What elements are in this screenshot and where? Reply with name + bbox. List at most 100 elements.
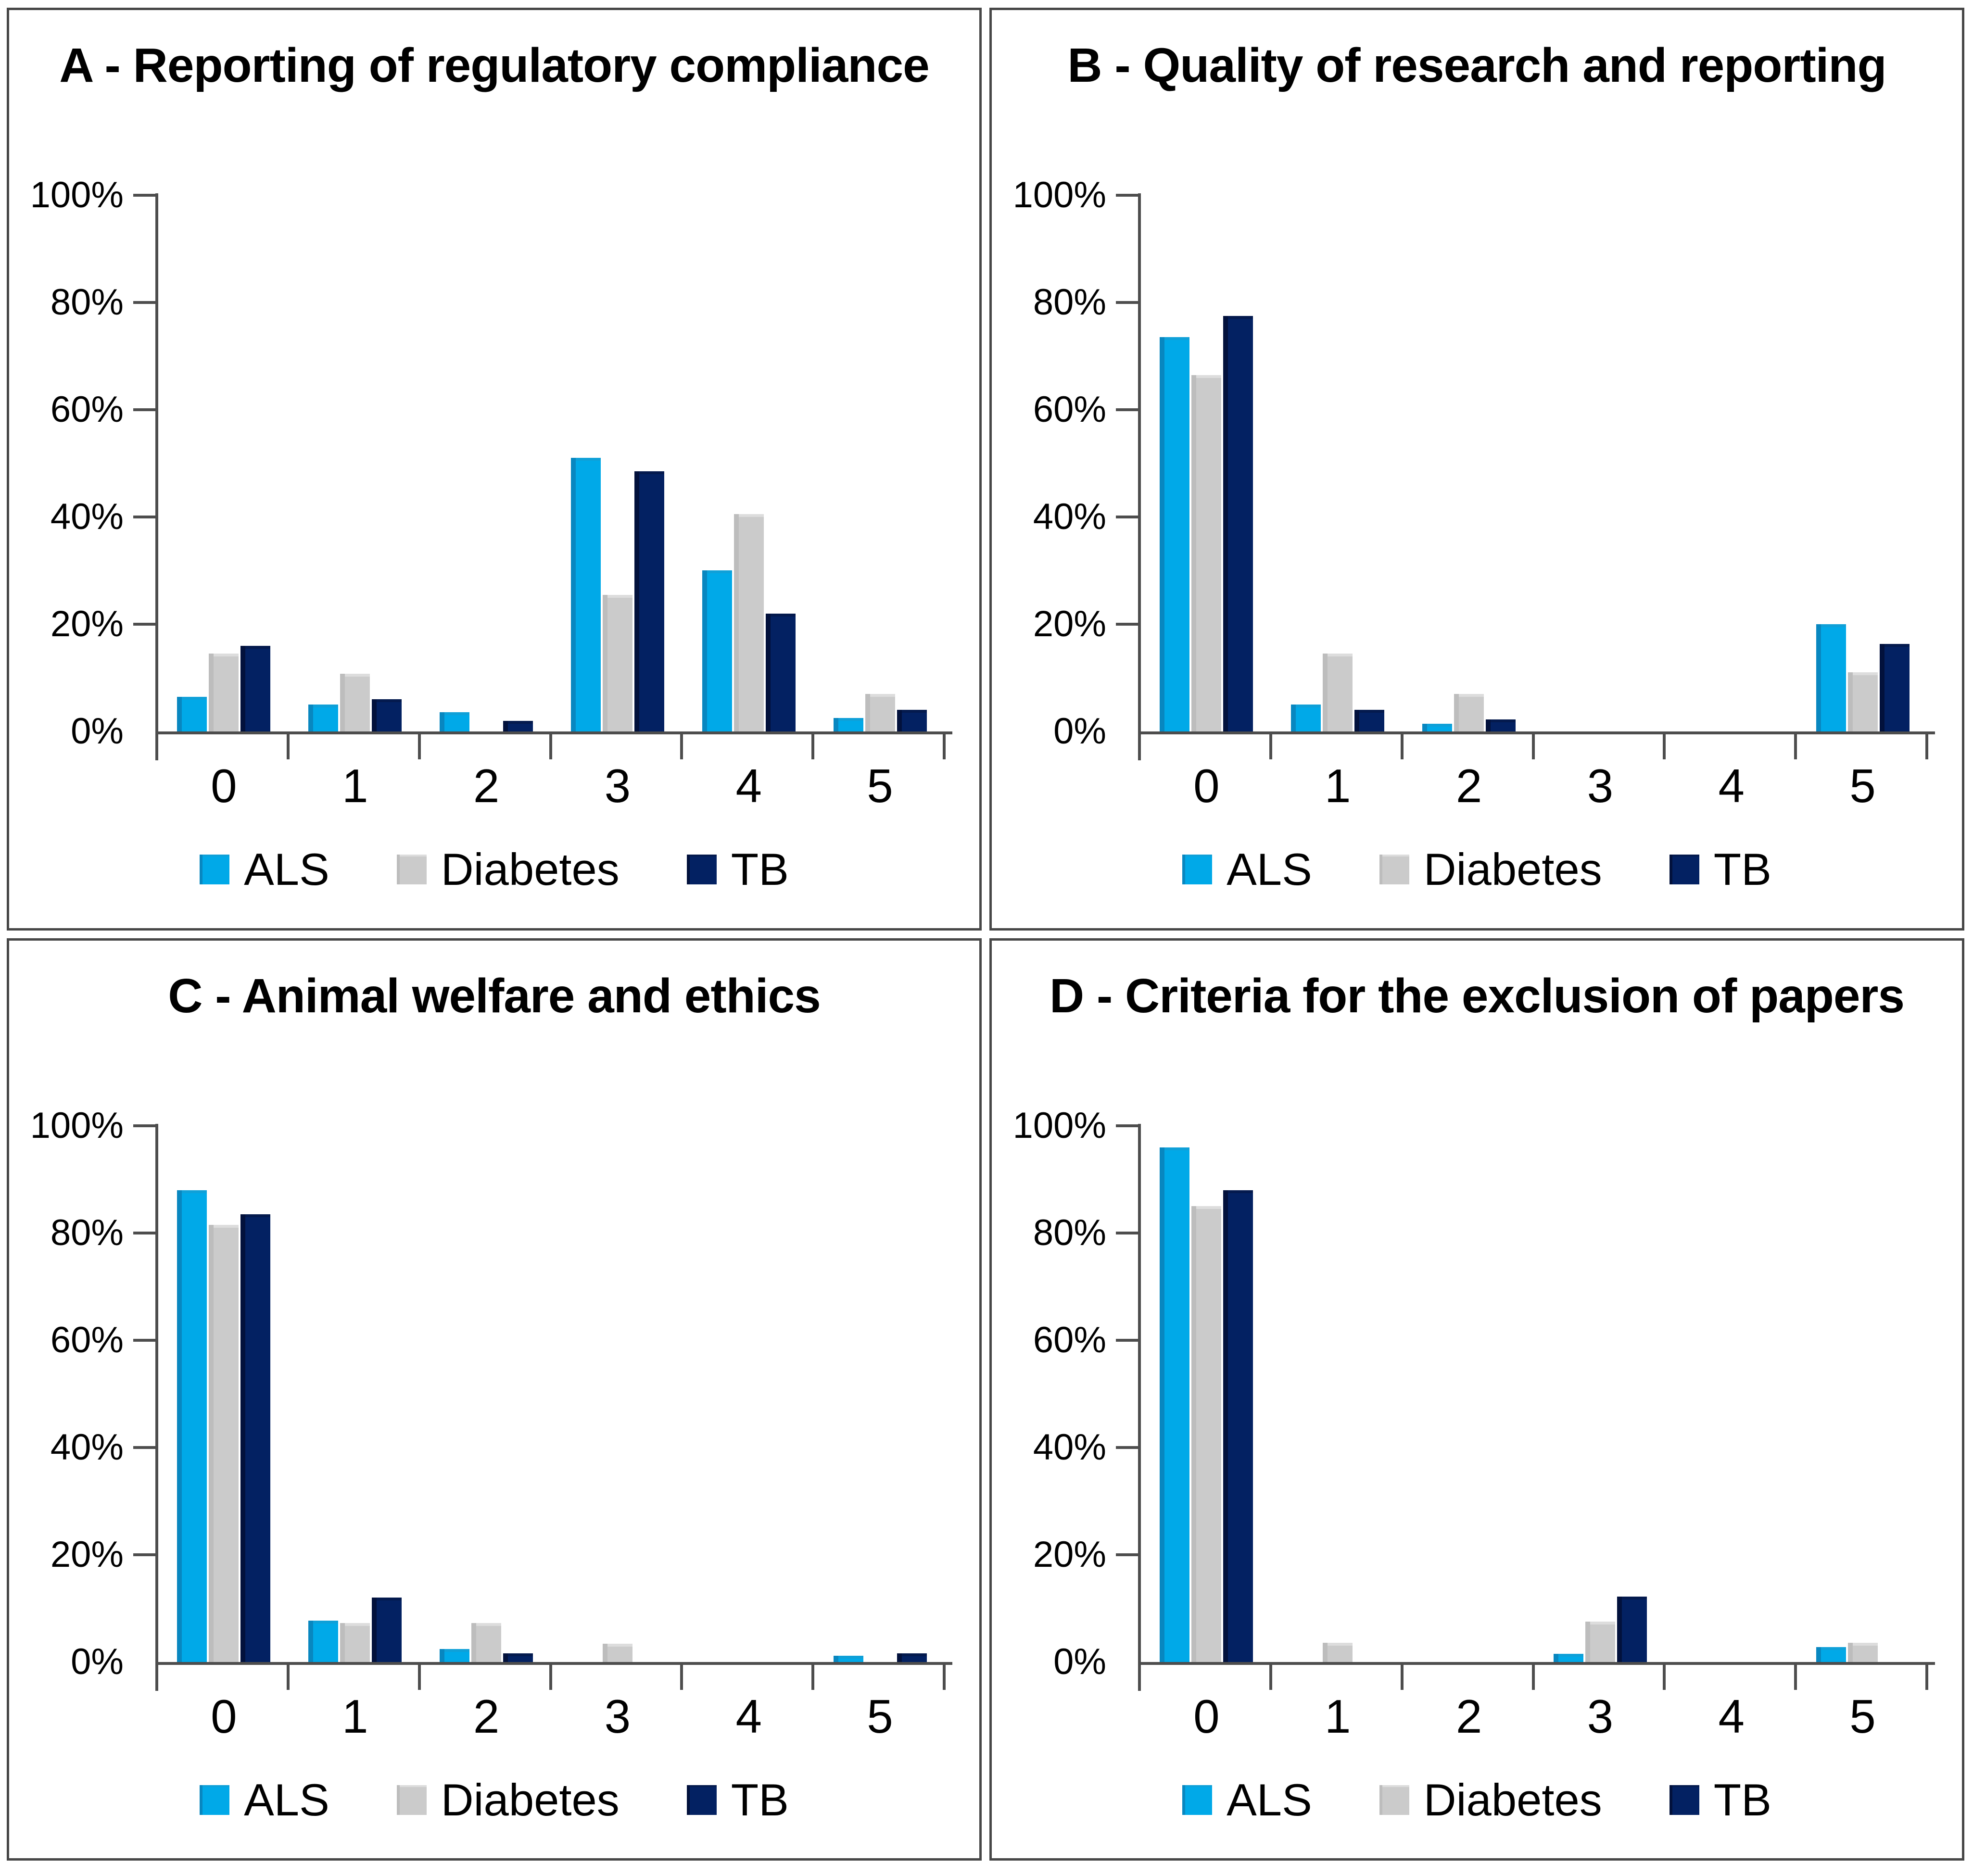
y-tick-label: 40%	[1033, 1426, 1106, 1468]
y-axis-tick	[1116, 1231, 1138, 1234]
x-axis-tick	[811, 1664, 815, 1690]
x-axis-tick	[680, 734, 683, 759]
legend-label: ALS	[1227, 1774, 1312, 1825]
legend-label: ALS	[1227, 844, 1312, 894]
x-axis-tick	[1400, 1664, 1404, 1690]
chart-title-b: B - Quality of research and reporting	[1067, 38, 1886, 92]
bar-groups	[1141, 195, 1928, 731]
legend-d: ALS Diabetes TB	[992, 1777, 1962, 1823]
y-axis-tick	[133, 1124, 155, 1127]
x-category-label-5: 5	[867, 1689, 893, 1743]
y-tick-label: 60%	[1033, 389, 1106, 430]
legend-label: Diabetes	[441, 844, 620, 894]
bar-tb-cat0	[1223, 1190, 1253, 1662]
bar-als-cat0	[177, 1190, 207, 1662]
legend-swatch-icon	[1182, 1785, 1213, 1815]
x-axis-tick	[1531, 734, 1535, 759]
x-category-label-3: 3	[1587, 1689, 1614, 1743]
legend-item-tb: TB	[686, 1774, 789, 1825]
y-tick-label: 20%	[1033, 604, 1106, 644]
bar-tb-cat5	[897, 710, 927, 731]
plot-area-d: 0% 20% 40% 60% 80% 100%	[1013, 1107, 1935, 1691]
x-axis-tick	[1663, 1664, 1666, 1690]
bar-tb-cat5	[897, 1653, 927, 1662]
y-tick-label: 0%	[1053, 1641, 1106, 1682]
bar-diabetes-cat4	[734, 514, 764, 731]
y-tick-label: 40%	[50, 496, 124, 537]
bar-group-cat0	[1141, 1126, 1272, 1662]
y-tick-label: 40%	[50, 1426, 124, 1468]
bar-diabetes-cat5	[1847, 672, 1878, 731]
bar-tb-cat1	[372, 699, 402, 731]
legend-label: Diabetes	[1423, 1774, 1602, 1825]
legend-item-als: ALS	[1182, 1777, 1312, 1823]
y-tick-label: 100%	[30, 1105, 124, 1146]
legend-label: TB	[731, 1774, 789, 1825]
y-tick-label: 0%	[71, 1641, 124, 1682]
y-tick-label: 80%	[1033, 1212, 1106, 1253]
chart-panel-a: A - Reporting of regulatory compliance 0…	[7, 8, 982, 931]
y-tick-label: 20%	[1033, 1534, 1106, 1575]
y-tick-label: 40%	[1033, 496, 1106, 537]
legend-swatch-icon	[686, 1785, 717, 1815]
legend-swatch-icon	[686, 855, 717, 884]
x-axis-labels-a: 0 1 2 3 4 5	[158, 762, 946, 809]
bar-diabetes-cat3	[602, 595, 632, 731]
x-category-label-3: 3	[604, 759, 631, 812]
legend-item-als: ALS	[1182, 847, 1312, 892]
bar-tb-cat0	[1223, 316, 1253, 731]
bar-group-cat5	[814, 1126, 946, 1662]
y-tick-label: 60%	[50, 1319, 124, 1360]
x-category-label-2: 2	[1455, 759, 1482, 812]
x-axis-tick	[1269, 734, 1272, 759]
bar-als-cat3	[570, 458, 601, 731]
bar-diabetes-cat2	[471, 1623, 502, 1662]
x-axis-line	[1138, 731, 1935, 734]
y-tick-label: 60%	[1033, 1319, 1106, 1360]
bar-group-cat5	[814, 195, 946, 731]
x-category-label-1: 1	[1324, 1689, 1351, 1743]
y-tick-label: 60%	[50, 389, 124, 430]
legend-label: TB	[731, 844, 789, 894]
legend-item-tb: TB	[1669, 1777, 1771, 1823]
bar-als-cat1	[1291, 705, 1321, 731]
y-axis-line	[155, 193, 158, 760]
chart-title-c: C - Animal welfare and ethics	[168, 969, 821, 1023]
x-category-label-5: 5	[1849, 1689, 1876, 1743]
x-axis-tick	[1269, 1664, 1272, 1690]
plot-area-c: 0% 20% 40% 60% 80% 100%	[30, 1107, 952, 1691]
y-axis-tick	[1116, 1446, 1138, 1449]
y-tick-label: 20%	[50, 604, 124, 644]
x-category-label-1: 1	[1324, 759, 1351, 812]
bar-tb-cat2	[503, 721, 533, 731]
y-tick-label: 80%	[50, 282, 124, 323]
bar-group-cat2	[1404, 1126, 1535, 1662]
bar-als-cat0	[1160, 1147, 1190, 1662]
y-tick-label: 0%	[71, 711, 124, 752]
chart-panel-b: B - Quality of research and reporting 0%…	[989, 8, 1964, 931]
bar-tb-cat2	[503, 1653, 533, 1662]
bar-diabetes-cat1	[340, 674, 370, 731]
y-axis-tick	[1116, 408, 1138, 411]
bar-group-cat0	[158, 1126, 290, 1662]
bar-group-cat3	[552, 1126, 683, 1662]
x-axis-tick	[680, 1664, 683, 1690]
x-axis-tick	[1794, 1664, 1797, 1690]
y-axis-line	[1138, 193, 1141, 760]
bar-tb-cat1	[1354, 710, 1385, 731]
y-axis-tick	[1116, 516, 1138, 518]
y-axis-tick	[1116, 1553, 1138, 1556]
x-category-label-0: 0	[211, 1689, 237, 1743]
plot-area-a: 0% 20% 40% 60% 80% 100%	[30, 177, 952, 760]
x-axis-tick	[549, 1664, 552, 1690]
bar-tb-cat2	[1486, 719, 1516, 731]
x-axis-line	[1138, 1662, 1935, 1665]
x-axis-line	[155, 1662, 952, 1665]
legend-label: Diabetes	[441, 1774, 620, 1825]
legend-item-diabetes: Diabetes	[1379, 847, 1602, 892]
y-axis-tick	[133, 408, 155, 411]
x-axis-tick	[1663, 734, 1666, 759]
legend-b: ALS Diabetes TB	[992, 847, 1962, 892]
legend-a: ALS Diabetes TB	[9, 847, 979, 892]
